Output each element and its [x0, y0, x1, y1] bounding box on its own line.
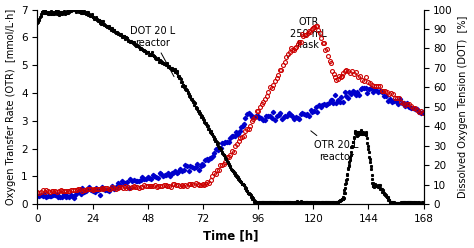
Text: OTR
250 mL
flask: OTR 250 mL flask: [288, 17, 327, 58]
Y-axis label: Oxygen Transfer Rate (OTR)  [mmol/L·h]: Oxygen Transfer Rate (OTR) [mmol/L·h]: [6, 9, 16, 205]
Y-axis label: Dissolved Oxygen Tension (DOT)  [%]: Dissolved Oxygen Tension (DOT) [%]: [458, 16, 468, 198]
X-axis label: Time [h]: Time [h]: [203, 229, 258, 243]
Text: DOT 20 L
reactor: DOT 20 L reactor: [130, 26, 175, 77]
Text: OTR 20 L
reactor: OTR 20 L reactor: [311, 131, 358, 162]
